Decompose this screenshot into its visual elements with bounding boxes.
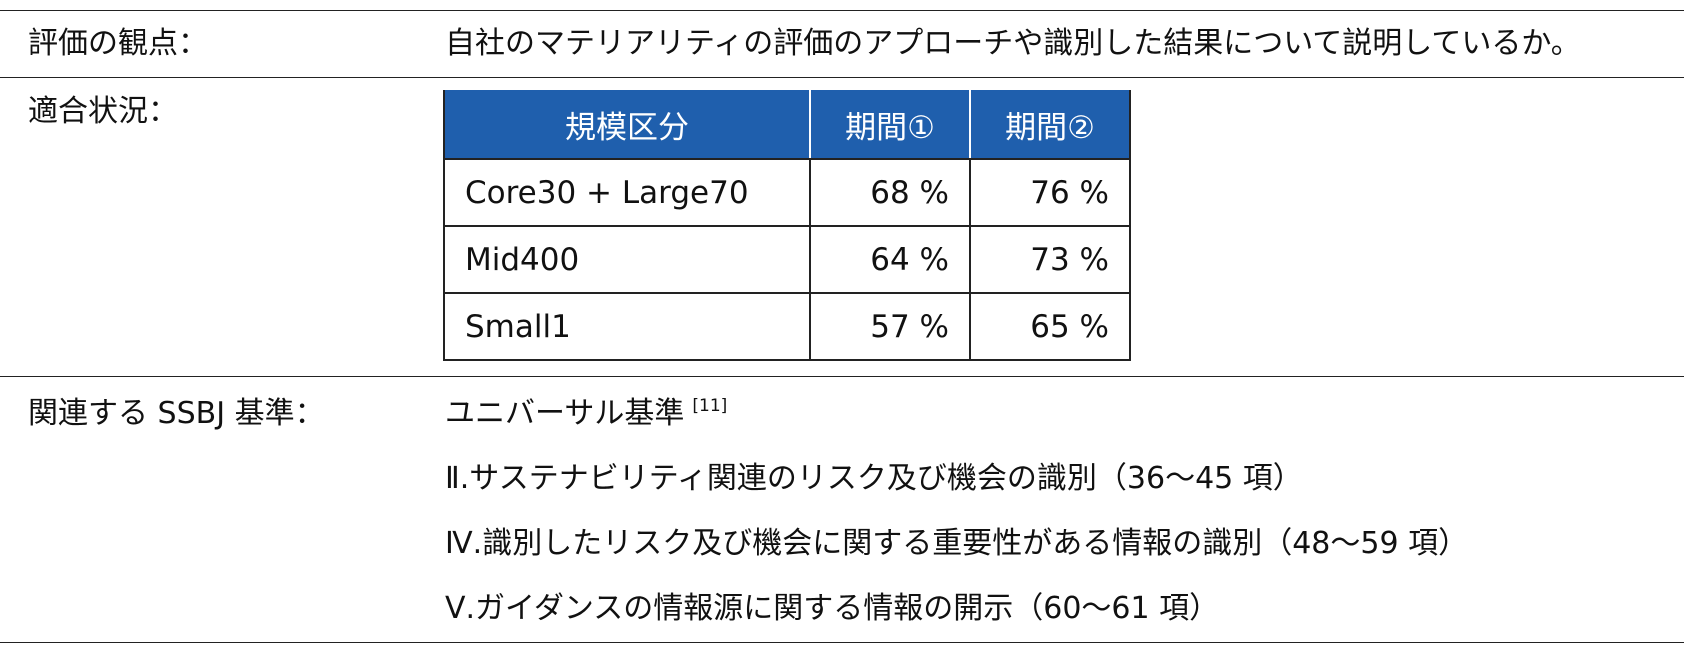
section-divider-2 (0, 376, 1684, 377)
status-label: 適合状況： (28, 94, 178, 129)
ssbj-label: 関連する SSBJ 基準： (28, 396, 325, 431)
table-row: Mid400 64 % 73 % (443, 225, 1131, 294)
row-category: Mid400 (443, 225, 811, 294)
row-period-2-value: 73 % (969, 225, 1131, 294)
table-row: Small1 57 % 65 % (443, 292, 1131, 361)
criteria-text: 自社のマテリアリティの評価のアプローチや識別した結果について説明しているか。 (445, 26, 1581, 61)
row-period-2-value: 76 % (969, 158, 1131, 227)
ssbj-item: Ⅳ.識別したリスク及び機会に関する重要性がある情報の識別（48～59 項） (445, 526, 1469, 561)
section-divider-1 (0, 77, 1684, 78)
row-category: Small1 (443, 292, 811, 361)
ssbj-standard-name: ユニバーサル基準 (445, 396, 685, 431)
row-period-2-value: 65 % (969, 292, 1131, 361)
header-period-1: 期間① (809, 90, 970, 160)
header-period-2: 期間② (969, 90, 1131, 160)
table-row: Core30 + Large70 68 % 76 % (443, 158, 1131, 227)
top-rule (0, 10, 1684, 11)
ssbj-reference: [11] (692, 396, 728, 416)
row-period-1-value: 57 % (809, 292, 971, 361)
header-category: 規模区分 (443, 90, 810, 160)
bottom-rule (0, 642, 1684, 643)
ssbj-item: Ⅴ.ガイダンスの情報源に関する情報の開示（60～61 項） (445, 591, 1220, 626)
ssbj-standard-line: ユニバーサル基準 [11] (445, 396, 727, 432)
criteria-label: 評価の観点： (28, 26, 208, 61)
row-category: Core30 + Large70 (443, 158, 811, 227)
ssbj-item: Ⅱ.サステナビリティ関連のリスク及び機会の識別（36～45 項） (445, 461, 1303, 496)
status-table-header-row: 規模区分 期間① 期間② (443, 90, 1131, 160)
status-table: 規模区分 期間① 期間② Core30 + Large70 68 % 76 % … (443, 90, 1131, 361)
row-period-1-value: 64 % (809, 225, 971, 294)
row-period-1-value: 68 % (809, 158, 971, 227)
